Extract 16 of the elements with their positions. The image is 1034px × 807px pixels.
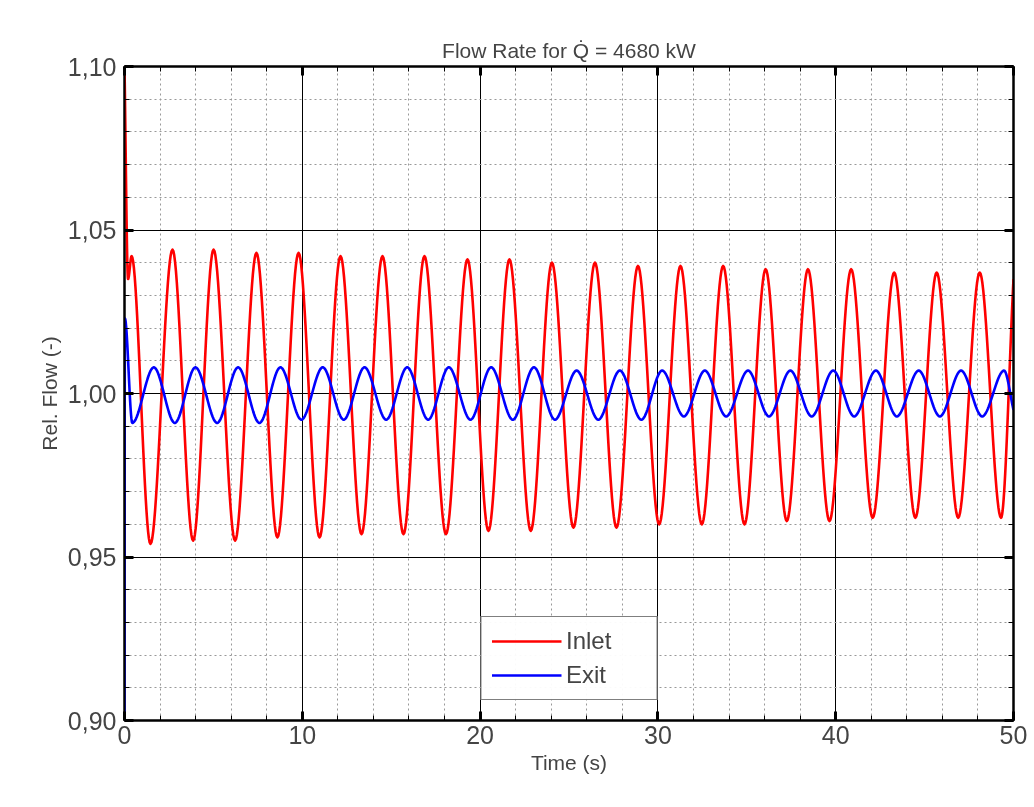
legend-label: Exit [566, 661, 607, 689]
legend-label: Inlet [566, 627, 613, 655]
y-tick-label: 1,05 [67, 216, 117, 244]
y-axis-title: Rel. Flow (-) [37, 336, 61, 451]
x-tick-label: 0 [117, 720, 132, 749]
x-tick-label: 30 [644, 720, 672, 749]
x-tick-label: 50 [999, 720, 1028, 749]
y-tick-label: 0,95 [67, 543, 117, 571]
y-tick-label: 1,10 [67, 52, 117, 81]
y-tick-label: 0,90 [67, 706, 117, 735]
chart-title: Flow Rate for Q̇ = 4680 kW [442, 38, 697, 62]
y-tick-label: 1,00 [67, 379, 117, 408]
x-tick-label: 40 [821, 720, 850, 749]
x-tick-label: 20 [466, 720, 495, 749]
x-axis-title: Time (s) [530, 750, 608, 774]
x-tick-label: 10 [288, 720, 317, 749]
